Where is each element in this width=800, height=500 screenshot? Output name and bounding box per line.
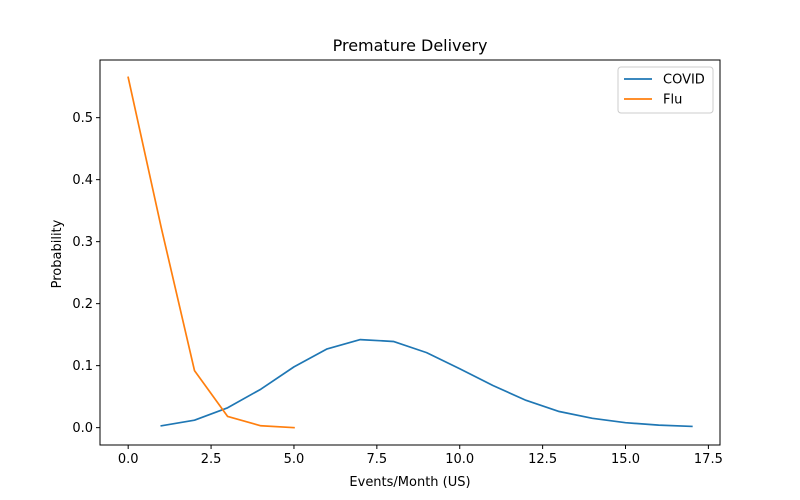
y-axis-label: Probability [50, 219, 65, 288]
series-line-flu [127, 76, 295, 429]
x-tick-label: 12.5 [528, 452, 557, 467]
x-tick-label: 2.5 [201, 452, 222, 467]
y-tick-label: 0.2 [72, 297, 93, 312]
y-tick-label: 0.5 [72, 111, 93, 126]
legend-label-covid: COVID [663, 73, 705, 88]
x-tick-label: 10.0 [445, 452, 474, 467]
x-axis-ticks: 0.0 2.5 5.0 7.5 10.0 12.5 15.0 17.5 [118, 445, 723, 467]
legend: COVID Flu [617, 66, 714, 114]
y-tick-label: 0.3 [72, 235, 93, 250]
y-axis-ticks: 0.0 0.1 0.2 0.3 0.4 0.5 [72, 111, 100, 436]
x-tick-label: 5.0 [284, 452, 305, 467]
x-tick-label: 0.0 [118, 452, 139, 467]
plot-area: 0.0 2.5 5.0 7.5 10.0 12.5 15.0 17.5 0.00.10.20.… [72, 59, 723, 467]
y-tick-label: 0.4 [72, 173, 93, 188]
x-tick-label: 17.5 [694, 452, 723, 467]
chart-title: Premature Delivery [333, 36, 488, 55]
plot-frame [99, 59, 721, 446]
x-tick-label: 7.5 [367, 452, 388, 467]
y-tick-label: 0.1 [72, 359, 93, 374]
x-tick-label: 15.0 [611, 452, 640, 467]
x-axis-label: Events/Month (US) [349, 475, 470, 490]
series-line-covid [160, 338, 693, 428]
legend-items: COVID Flu [624, 73, 705, 108]
legend-label-flu: Flu [663, 93, 682, 108]
y-tick-label: 0.0 [72, 421, 93, 436]
series-lines [127, 76, 693, 429]
